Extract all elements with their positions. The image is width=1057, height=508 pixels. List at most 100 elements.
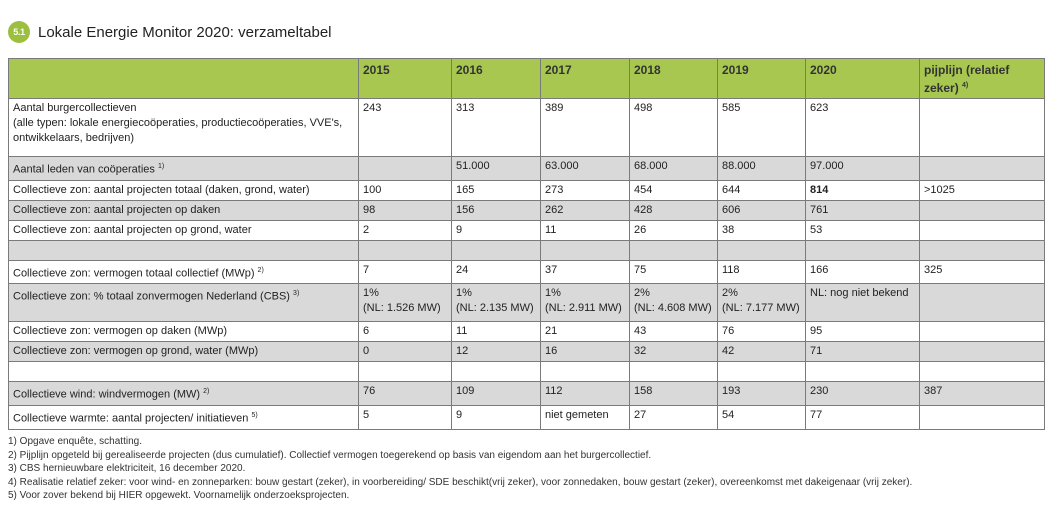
- data-cell: 454: [629, 179, 718, 201]
- cell-line: 165: [456, 183, 475, 196]
- data-cell: [717, 239, 806, 261]
- table-row: Collectieve zon: vermogen totaal collect…: [8, 259, 1045, 285]
- cell-line: 98: [363, 203, 376, 216]
- data-cell: 51.000: [451, 156, 541, 181]
- data-cell: [805, 361, 920, 383]
- header-pipeline-sup: 4): [962, 82, 969, 89]
- row-label: [8, 239, 359, 261]
- data-cell: 6: [358, 321, 452, 343]
- table-row: Aantal leden van coöperaties 1) 51.000 63.…: [8, 156, 1045, 181]
- cell-line: (NL: 7.177 MW): [722, 302, 800, 315]
- data-cell: niet gemeten: [540, 404, 630, 430]
- cell-line: 814: [810, 183, 829, 196]
- data-cell: 1% (NL: 2.911 MW): [540, 283, 630, 323]
- row-label-line: Collectieve zon: aantal projecten op dak…: [13, 203, 221, 216]
- row-label-line: Collectieve zon: vermogen totaal collect…: [13, 263, 354, 282]
- data-cell: 76: [717, 321, 806, 343]
- data-cell: 42: [717, 341, 806, 363]
- cell-line: 230: [810, 385, 829, 398]
- cell-line: 51.000: [456, 160, 490, 172]
- cell-line: NL: nog niet bekend: [810, 287, 909, 300]
- data-cell: 88.000: [717, 156, 806, 181]
- data-cell: 118: [717, 259, 806, 285]
- cell-line: 5: [363, 408, 370, 421]
- row-label-line: Collectieve zon: vermogen op daken (MWp): [13, 325, 227, 338]
- data-cell: 606: [717, 199, 806, 221]
- cell-line: 100: [363, 183, 382, 196]
- row-label: Collectieve zon: aantal projecten op gro…: [8, 219, 359, 241]
- data-cell: [919, 219, 1045, 241]
- cell-line: 761: [810, 203, 829, 216]
- cell-line: 9: [456, 223, 463, 236]
- cell-line: 68.000: [634, 160, 668, 172]
- footnote-line: 3) CBS hernieuwbare elektriciteit, 16 de…: [8, 463, 246, 474]
- cell-line: 32: [634, 345, 647, 358]
- data-cell: 7: [358, 259, 452, 285]
- header-pipeline-label: pijplijn (relatief zeker): [924, 63, 1010, 95]
- cell-line: 16: [545, 345, 558, 358]
- data-cell: 21: [540, 321, 630, 343]
- cell-line: 112: [545, 385, 563, 398]
- table-row: Collectieve warmte: aantal projecten/ in…: [8, 404, 1045, 430]
- cell-line: >1025: [924, 183, 955, 196]
- cell-line: 9: [456, 408, 463, 421]
- cell-line: 77: [810, 408, 823, 421]
- footnote-line: 2) Pijplijn opgeteld bij gerealiseerde p…: [8, 449, 652, 461]
- data-cell: 761: [805, 199, 920, 221]
- footnote-line: 5) Voor zover bekend bij HIER opgewekt. …: [8, 490, 350, 501]
- row-label: Collectieve zon: vermogen op grond, wate…: [8, 341, 359, 363]
- data-cell: 230: [805, 381, 920, 406]
- data-cell: 9: [451, 219, 541, 241]
- data-cell: 0: [358, 341, 452, 363]
- row-label-line: Aantal burgercollectieven: [13, 102, 137, 114]
- table-row: [8, 239, 1045, 261]
- data-cell: 71: [805, 341, 920, 363]
- table-row: Collectieve zon: % totaal zonvermogen Ne…: [8, 283, 1045, 323]
- table-row: [8, 361, 1045, 383]
- cell-line: 88.000: [722, 160, 756, 172]
- cell-line: (NL: 2.135 MW): [456, 302, 534, 315]
- cell-line: 389: [545, 102, 564, 114]
- data-cell: [358, 361, 452, 383]
- cell-line: 109: [456, 385, 475, 398]
- data-cell: 313: [451, 98, 541, 157]
- row-label: Aantal burgercollectieven (alle typen: lo…: [8, 98, 359, 157]
- cell-line: 26: [634, 223, 647, 236]
- data-cell: 644: [717, 179, 806, 201]
- data-cell: 9: [451, 404, 541, 430]
- cell-line: 454: [634, 183, 653, 196]
- header-2018: 2018: [629, 58, 718, 99]
- row-label: Collectieve zon: vermogen op daken (MWp): [8, 321, 359, 343]
- data-cell: [919, 199, 1045, 221]
- row-label-line: ontwikkelaars, bedrijven): [13, 132, 135, 144]
- cell-line: 11: [456, 325, 468, 338]
- row-label-line: Collectieve zon: aantal projecten totaal…: [13, 183, 310, 196]
- row-label: Collectieve zon: % totaal zonvermogen Ne…: [8, 283, 359, 323]
- data-cell: 43: [629, 321, 718, 343]
- section-badge: 5.1: [8, 21, 30, 43]
- data-cell: 98: [358, 199, 452, 221]
- row-label-line: Collectieve zon: vermogen op grond, wate…: [13, 345, 259, 358]
- footnote-line: 4) Realisatie relatief zeker: voor wind-…: [8, 476, 913, 488]
- cell-line: 38: [722, 223, 735, 236]
- header-2019: 2019: [717, 58, 806, 99]
- data-cell: [540, 239, 630, 261]
- data-cell: 95: [805, 321, 920, 343]
- data-cell: [919, 341, 1045, 363]
- cell-line: 118: [722, 263, 740, 276]
- data-cell: 97.000: [805, 156, 920, 181]
- data-cell: [919, 404, 1045, 430]
- cell-line: niet gemeten: [545, 408, 609, 421]
- cell-line: 158: [634, 385, 653, 398]
- cell-line: 273: [545, 183, 564, 196]
- table-row: Collectieve zon: aantal projecten op dak…: [8, 199, 1045, 221]
- data-cell: [451, 239, 541, 261]
- footnote-ref: 1): [157, 163, 165, 170]
- cell-line: 24: [456, 263, 469, 276]
- cell-line: 166: [810, 263, 829, 276]
- cell-line: 1%: [456, 287, 472, 300]
- cell-line: (NL: 2.911 MW): [545, 302, 622, 315]
- cell-line: 12: [456, 345, 469, 358]
- data-cell: 54: [717, 404, 806, 430]
- footnotes: 1) Opgave enquête, schatting. 2) Pijplijn…: [8, 435, 912, 503]
